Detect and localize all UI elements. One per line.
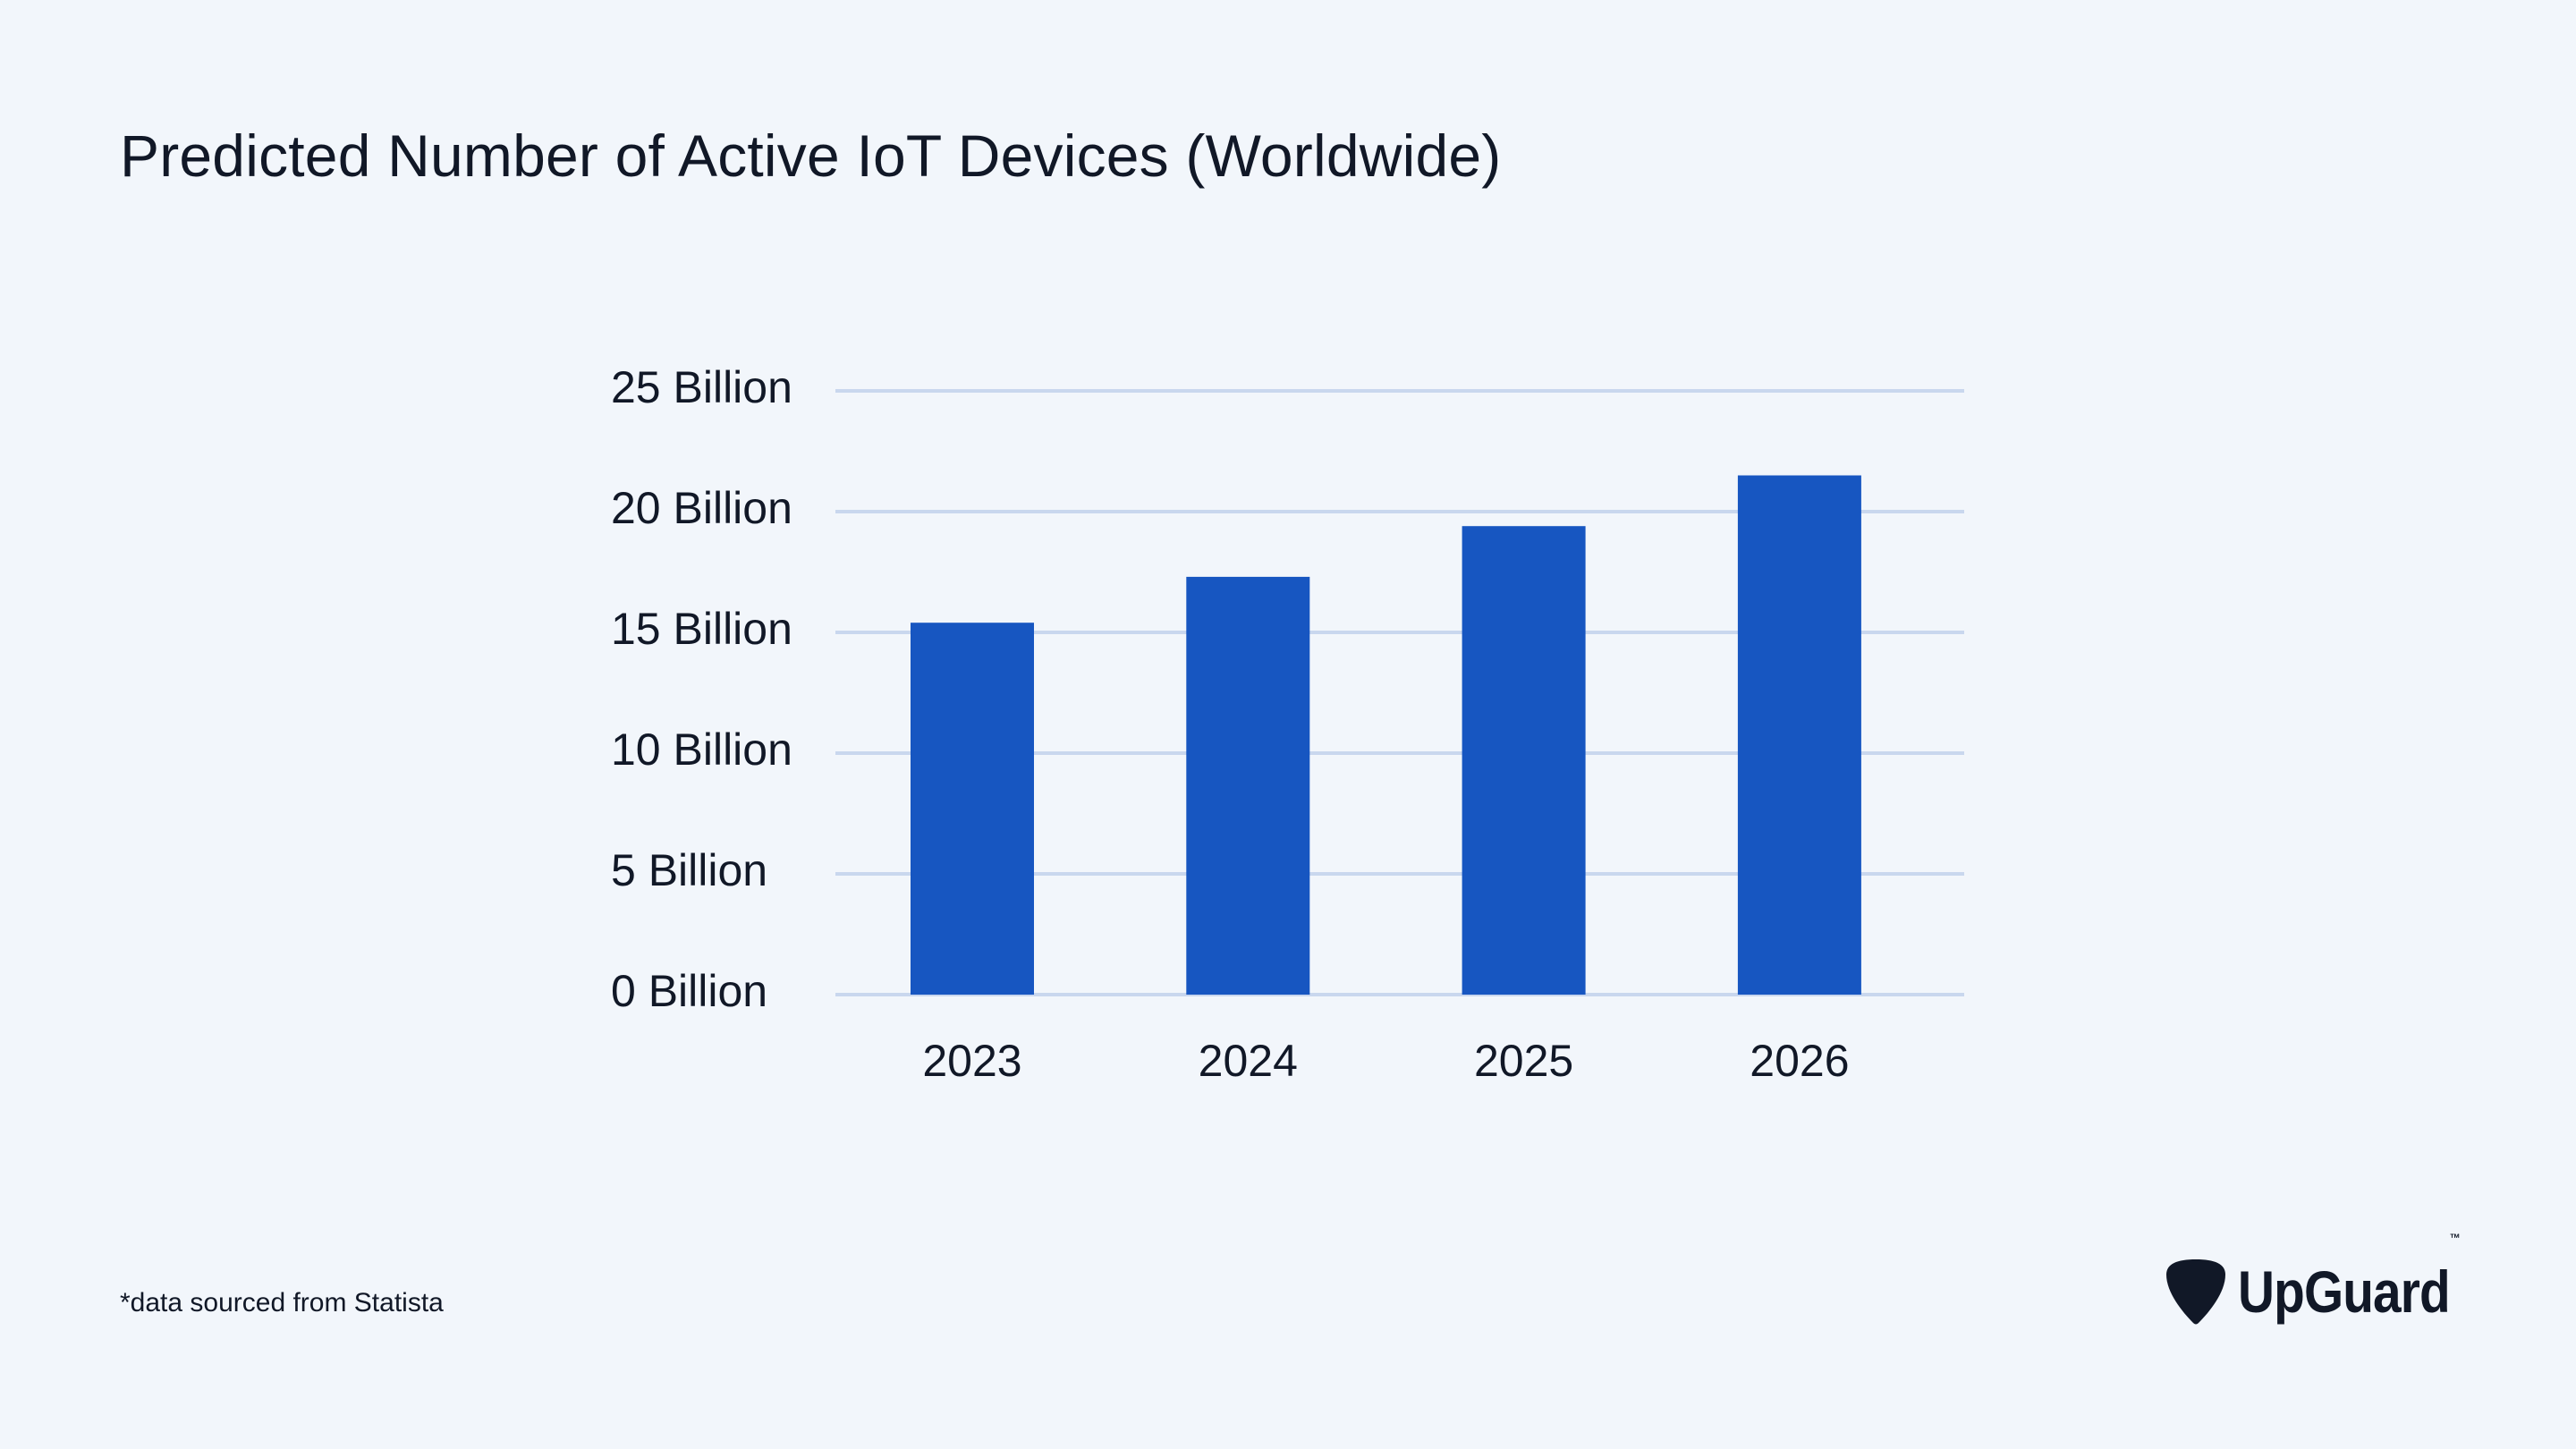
y-tick-label: 20 Billion (611, 483, 792, 533)
bar (1737, 475, 1861, 995)
bar (1462, 526, 1586, 995)
y-tick-label: 25 Billion (611, 362, 792, 412)
upguard-logo: UpGuard ™ (2165, 1231, 2496, 1326)
source-note: *data sourced from Statista (120, 1288, 444, 1318)
x-tick-label: 2025 (1474, 1036, 1573, 1086)
x-tick-label: 2024 (1199, 1036, 1298, 1086)
bar (1186, 576, 1310, 995)
y-tick-label: 10 Billion (611, 724, 792, 775)
y-tick-label: 0 Billion (611, 966, 767, 1016)
bar (911, 623, 1034, 995)
x-tick-label: 2026 (1750, 1036, 1849, 1086)
trademark-mark: ™ (2449, 1231, 2461, 1245)
brand-name: UpGuard ™ (2238, 1231, 2461, 1326)
y-tick-label: 15 Billion (611, 604, 792, 654)
brand-name-text: UpGuard (2238, 1258, 2451, 1325)
y-tick-label: 5 Billion (611, 845, 767, 895)
chart-title: Predicted Number of Active IoT Devices (… (120, 123, 1502, 189)
guitar-pick-shield-icon (2166, 1259, 2225, 1325)
x-tick-label: 2023 (922, 1036, 1021, 1086)
